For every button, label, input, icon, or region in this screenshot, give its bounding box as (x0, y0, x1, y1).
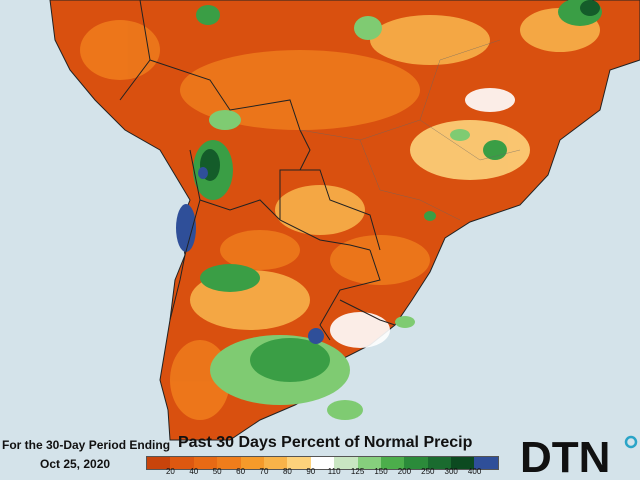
legend-tick-label: 70 (259, 467, 269, 476)
wet-areas (193, 0, 602, 420)
legend-tick-label: 400 (467, 467, 482, 476)
period-caption-line2: Oct 25, 2020 (40, 457, 111, 471)
legend-swatch (451, 457, 475, 469)
legend-swatch (404, 457, 428, 469)
legend-swatch (334, 457, 358, 469)
legend-tick-label: 80 (282, 467, 292, 476)
legend-swatch (474, 457, 498, 469)
legend-swatch (380, 457, 405, 469)
legend-swatch (147, 457, 171, 469)
legend-tick-label: 90 (306, 467, 316, 476)
legend-swatch (170, 457, 194, 469)
legend-tick-label: 110 (327, 467, 341, 476)
flood-area-argentina (308, 328, 324, 344)
color-legend (146, 456, 499, 470)
legend-tick-label: 50 (212, 467, 222, 476)
legend-swatch (217, 457, 241, 469)
legend-tick-label: 150 (374, 467, 388, 476)
flood-area-north (198, 167, 208, 179)
legend-swatch (310, 457, 335, 469)
legend-tick-label: 125 (350, 467, 365, 476)
legend-swatch (357, 457, 381, 469)
country-borders (119, 0, 396, 341)
map-title: Past 30 Days Percent of Normal Precip (178, 434, 473, 451)
state-borders (299, 39, 521, 221)
legend-swatch (240, 457, 264, 469)
dtn-logo: DTN (520, 433, 638, 478)
legend-swatch (263, 457, 288, 469)
legend-tick-label: 200 (397, 467, 412, 476)
legend-swatch (287, 457, 311, 469)
legend-swatch (193, 457, 218, 469)
legend-tick-label: 40 (189, 467, 199, 476)
legend-tick-label: 20 (165, 467, 175, 476)
legend-tick-label: 60 (236, 467, 246, 476)
legend-tick-label: 300 (444, 467, 458, 476)
svg-text:DTN: DTN (520, 433, 610, 478)
legend-tick-label: 250 (421, 467, 435, 476)
legend-swatch (427, 457, 452, 469)
period-caption-line1: For the 30-Day Period Ending (2, 438, 171, 452)
flood-area-chile (176, 204, 196, 252)
